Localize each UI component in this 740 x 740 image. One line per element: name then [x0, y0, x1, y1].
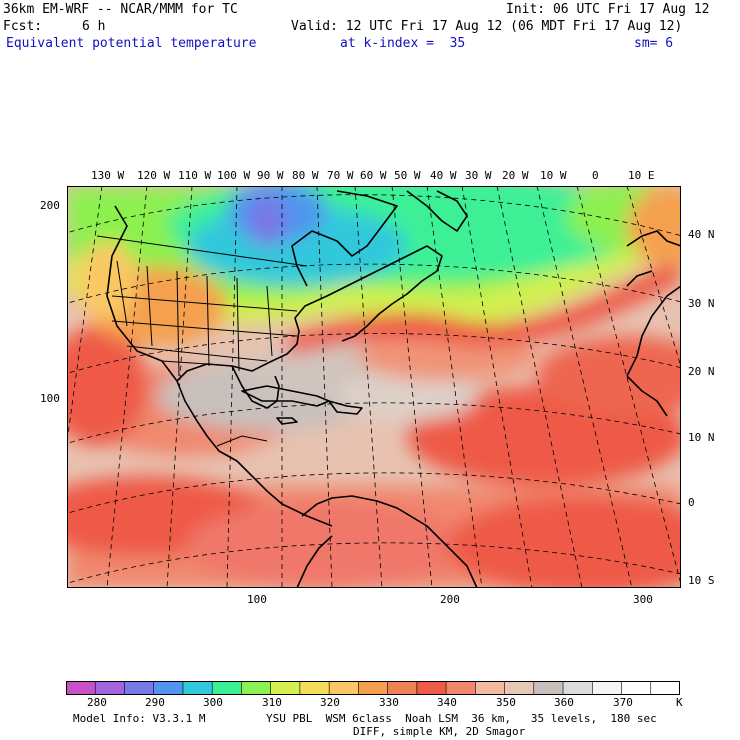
colorbar-tick-label: 370 [613, 696, 633, 709]
lat-label: 0 [688, 496, 695, 509]
lat-label: 10 N [688, 431, 715, 444]
colorbar-tick-label: 300 [203, 696, 223, 709]
lon-label: 130 W [91, 169, 125, 182]
lat-label: 10 S [688, 574, 715, 587]
lon-label: 120 W [137, 169, 171, 182]
physics-info: YSU PBL WSM 6class Noah LSM 36 km, 35 le… [266, 712, 657, 725]
colorbar-tick-label: 350 [496, 696, 516, 709]
colorbar-tick-label: 320 [320, 696, 340, 709]
grid-x-label: 100 [247, 593, 267, 606]
colorbar-cell [562, 681, 594, 695]
colorbar-cell [358, 681, 389, 695]
grid-x-label: 300 [633, 593, 653, 606]
grid-y-label: 200 [40, 199, 60, 212]
colorbar-frame [66, 681, 680, 695]
lon-label: 10 W [540, 169, 567, 182]
init-time: Init: 06 UTC Fri 17 Aug 12 [506, 2, 710, 17]
colorbar-cell [66, 681, 97, 695]
model-title: 36km EM-WRF -- NCAR/MMM for TC [3, 2, 238, 17]
colorbar-unit: K [676, 696, 683, 709]
colorbar-cell [445, 681, 477, 695]
smoothing-info: sm= 6 [634, 36, 674, 51]
theta-e-shading [67, 186, 681, 588]
colorbar-cell [475, 681, 506, 695]
colorbar-cell [182, 681, 213, 695]
colorbar-cell [650, 681, 680, 695]
colorbar-cell [504, 681, 535, 695]
colorbar-tick-label: 310 [262, 696, 282, 709]
colorbar-tick-label: 290 [145, 696, 165, 709]
map-frame [67, 186, 681, 588]
colorbar-tick-label: 340 [437, 696, 457, 709]
colorbar-cell [211, 681, 243, 695]
lon-label: 70 W [327, 169, 354, 182]
lon-label: 110 W [178, 169, 212, 182]
grid-x-label: 200 [440, 593, 460, 606]
colorbar [66, 681, 680, 695]
model-info: Model Info: V3.3.1 M [73, 712, 206, 725]
colorbar-cell [241, 681, 272, 695]
map-panel [67, 186, 681, 588]
colorbar-cell [94, 681, 126, 695]
lon-label: 30 W [465, 169, 492, 182]
valid-time: Valid: 12 UTC Fri 17 Aug 12 (06 MDT Fri … [291, 19, 683, 34]
level-info: at k-index = 35 [340, 36, 466, 51]
field-name: Equivalent potential temperature [6, 36, 257, 51]
colorbar-cell [299, 681, 330, 695]
lat-label: 40 N [688, 228, 715, 241]
lon-label: 90 W [257, 169, 284, 182]
lat-label: 30 N [688, 297, 715, 310]
forecast-hour: 6 h [82, 19, 106, 34]
colorbar-cell [328, 681, 360, 695]
political-borders [96, 235, 308, 447]
lon-label: 50 W [394, 169, 421, 182]
lon-label: 20 W [502, 169, 529, 182]
lon-label: 100 W [217, 169, 251, 182]
lat-label: 20 N [688, 365, 715, 378]
lon-label: 60 W [360, 169, 387, 182]
colorbar-cell [621, 681, 652, 695]
lon-label: 10 E [628, 169, 655, 182]
colorbar-cell [270, 681, 301, 695]
coastlines [106, 190, 681, 588]
colorbar-cell [387, 681, 418, 695]
diffusion-info: DIFF, simple KM, 2D Smagor [353, 725, 526, 738]
colorbar-cell [416, 681, 447, 695]
colorbar-cell [153, 681, 184, 695]
colorbar-cell [533, 681, 564, 695]
grid-y-label: 100 [40, 392, 60, 405]
colorbar-tick-label: 280 [87, 696, 107, 709]
lon-label: 40 W [430, 169, 457, 182]
lon-label: 80 W [292, 169, 319, 182]
lon-label: 0 [592, 169, 599, 182]
colorbar-cell [591, 681, 623, 695]
graticule [67, 186, 681, 588]
colorbar-tick-label: 330 [379, 696, 399, 709]
colorbar-cell [124, 681, 155, 695]
forecast-label: Fcst: [3, 19, 43, 34]
colorbar-tick-label: 360 [554, 696, 574, 709]
